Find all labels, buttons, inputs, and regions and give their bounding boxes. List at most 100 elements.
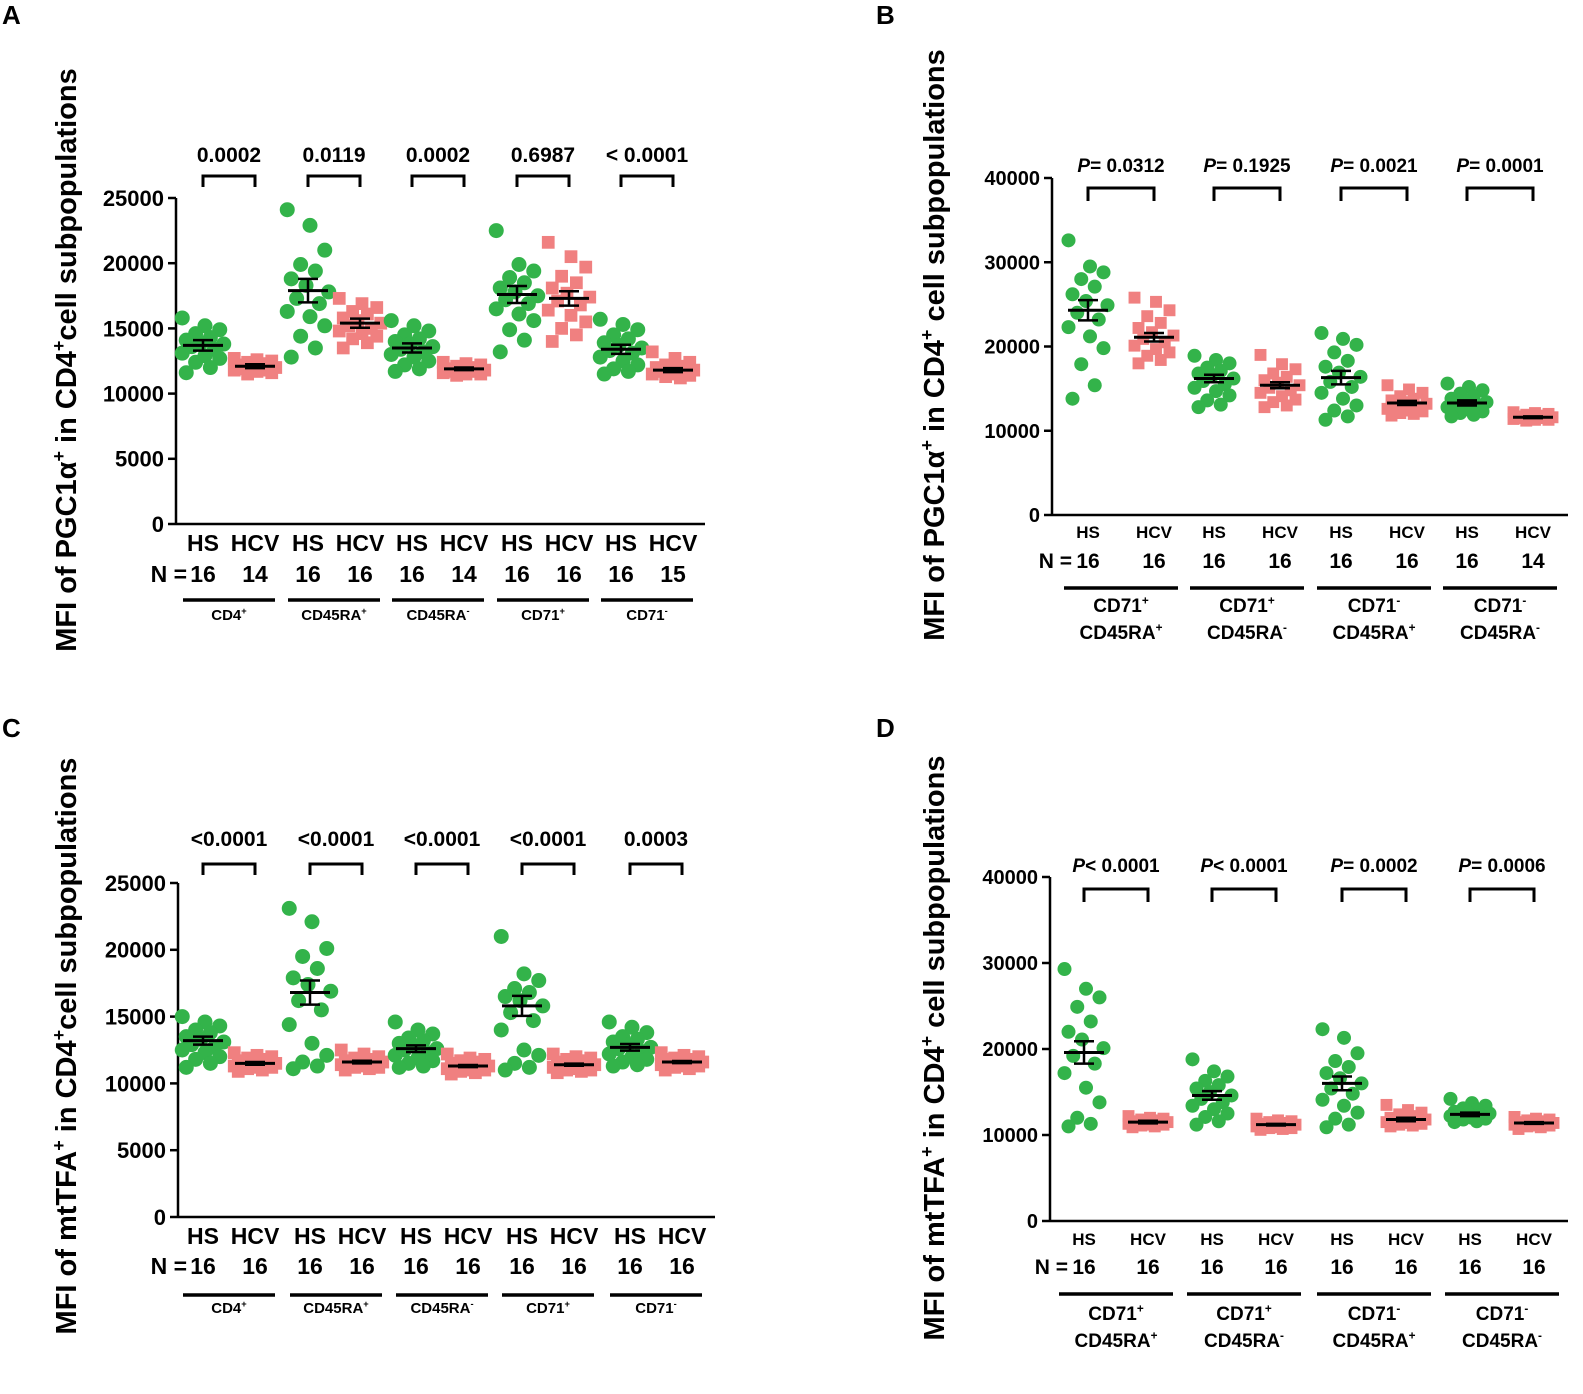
significance-bracket [201,174,257,187]
hs-point [1318,412,1333,427]
hcv-point [570,276,583,290]
group-2: HS 16 HCV 16 P= 0.1925 CD71+ CD45RA- [1187,156,1306,644]
p-value-label: P= 0.0006 [1458,856,1545,877]
hs-point [1061,233,1076,248]
hs-point [1314,326,1329,341]
hs-point [283,349,299,365]
hs-point [212,350,228,366]
hcv-point [1521,1120,1534,1133]
hs-point [1061,1024,1076,1039]
hcv-n-label: 16 [455,1253,481,1279]
hs-point [285,970,301,986]
hs-point [202,1055,218,1071]
subset-label: CD71+ [526,1299,570,1317]
p-value-label: 0.0002 [197,144,261,167]
hs-point [283,271,299,287]
hs-point [1337,1098,1351,1113]
group-2: HS 16 HCV 16 P< 0.0001 CD71+ CD45RA- [1185,856,1302,1352]
subset-label: CD71+ [1219,594,1275,617]
n-equals-label: N = [151,561,187,587]
hs-point [1057,1066,1072,1081]
y-tick-label: 20000 [105,938,166,963]
hs-n-label: 16 [617,1253,643,1279]
group-3: HS 16 HCV 16 P= 0.0002 CD71- CD45RA+ [1315,856,1432,1352]
p-value-label: P< 0.0001 [1072,856,1160,877]
hcv-label: HCV [444,1223,493,1249]
hcv-point [361,336,374,350]
subset-label: CD45RA+ [1080,621,1163,644]
p-value-label: <0.0001 [191,828,268,851]
hs-point [1209,384,1223,399]
hcv-point [1141,349,1154,362]
group-4: HS 16 HCV 16 0.6987 CD71+ [488,144,597,624]
hcv-n-label: 16 [556,561,582,587]
hs-point [202,360,218,376]
hs-point [1222,388,1237,403]
hs-point [1333,1071,1347,1086]
hcv-point [1280,370,1293,383]
y-tick-label: 0 [1029,505,1040,527]
hcv-point [564,308,578,322]
hcv-point [1543,1119,1556,1132]
hs-point [391,1059,407,1075]
hcv-point [1128,291,1141,304]
subset-label: CD4+ [211,1299,247,1317]
hcv-n-label: 14 [1521,550,1545,573]
hs-point [488,301,504,317]
hcv-n-label: 16 [349,1253,375,1279]
group-4: HS 16 HCV 14 P= 0.0001 CD71- CD45RA- [1440,156,1559,644]
hs-point [1213,397,1228,412]
p-value-label: P< 0.0001 [1200,856,1288,877]
hcv-point [231,1065,245,1078]
hcv-label: HCV [440,530,489,556]
subset-label: CD45RA+ [1333,621,1416,644]
hs-point [302,217,318,233]
hcv-point [1534,1121,1547,1134]
group-5: HS 16 HCV 16 0.0003 CD71- [601,828,710,1317]
hcv-label: HCV [1516,1230,1553,1249]
hcv-label: HCV [1389,523,1426,542]
panel-letter-a: A [2,0,21,30]
hs-point [321,284,337,300]
hcv-point [659,370,672,384]
hcv-point [570,328,583,342]
hs-label: HS [187,530,219,556]
hs-label: HS [1202,523,1226,542]
hcv-label: HCV [338,1223,387,1249]
hs-point [1349,398,1364,413]
hs-point [1345,1086,1360,1101]
hs-point [1211,1114,1226,1129]
hs-n-label: 16 [1076,550,1099,573]
y-tick-label: 20000 [984,337,1040,359]
significance-bracket [619,174,675,187]
hs-point [1057,962,1072,977]
hs-point [1087,1056,1102,1071]
hs-n-label: 16 [1072,1256,1095,1279]
hs-label: HS [1329,523,1353,542]
hs-point [1469,1114,1484,1129]
hs-point [279,202,295,218]
hs-n-label: 16 [509,1253,535,1279]
y-tick-label: 10000 [105,1071,166,1096]
hcv-label: HCV [231,530,280,556]
subset-label: CD45RA- [1204,1329,1284,1352]
hcv-n-label: 16 [561,1253,587,1279]
hs-point [1336,331,1350,346]
hs-point [1443,1091,1458,1106]
hcv-label: HCV [336,530,385,556]
hs-point [493,928,509,944]
hs-n-label: 16 [608,561,634,587]
hs-point [1065,287,1080,302]
subset-label: CD71- [1348,1302,1401,1325]
hs-point [1070,305,1085,320]
hs-point [1336,391,1350,406]
hs-point [1332,365,1346,380]
hs-point [1318,359,1333,374]
y-tick-label: 30000 [982,953,1038,975]
hcv-point [1390,399,1403,412]
hs-point [1314,385,1329,400]
hcv-point [1280,399,1293,412]
y-tick-label: 10000 [984,421,1040,443]
hcv-point [450,368,463,382]
hs-point [1065,391,1080,406]
